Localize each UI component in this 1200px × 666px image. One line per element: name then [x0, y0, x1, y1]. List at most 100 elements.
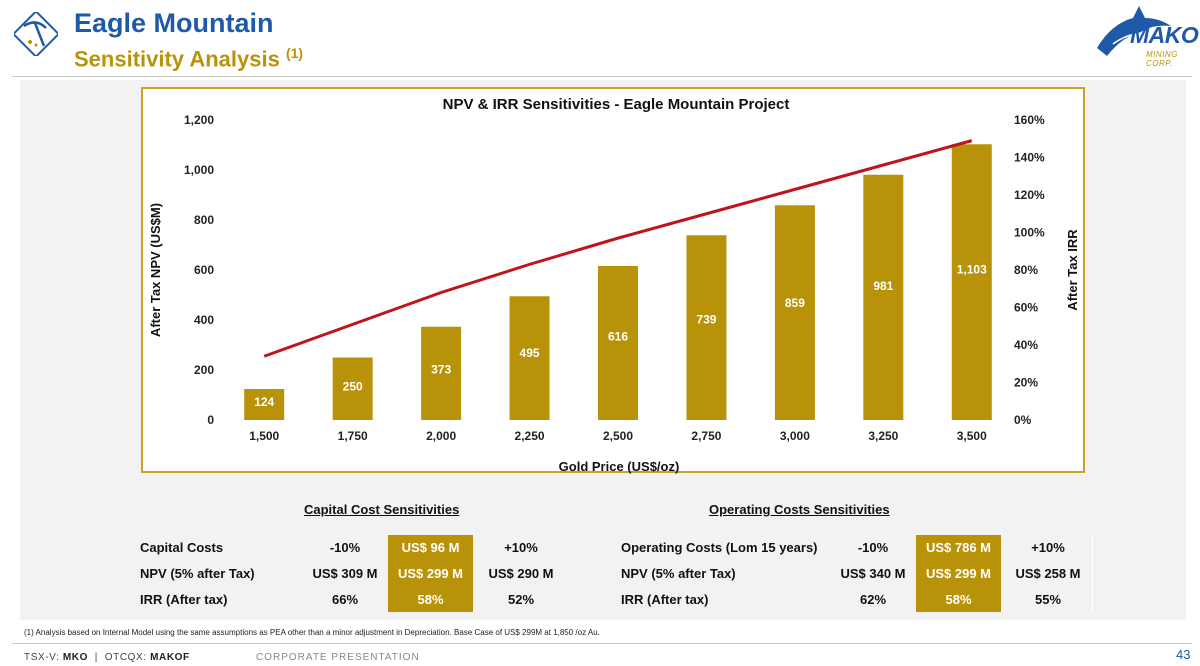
npv-bar: [774, 205, 815, 420]
npv-bar: [509, 296, 550, 420]
x-tick-label: 3,500: [957, 429, 987, 443]
npv-bar-label: 1,103: [957, 262, 987, 276]
y-axis-label: After Tax NPV (US$M): [148, 203, 163, 337]
subtitle-note: (1): [285, 45, 304, 61]
npv-bar: [244, 389, 285, 420]
capital-row-label: Capital Costs: [140, 540, 224, 555]
operating-table-title: Operating Costs Sensitivities: [709, 502, 890, 517]
operating-row-low: US$ 340 M: [840, 566, 906, 581]
y-tick-label: 200: [194, 363, 214, 377]
npv-bar-label: 981: [873, 279, 893, 293]
npv-irr-chart: NPV & IRR Sensitivities - Eagle Mountain…: [141, 87, 1085, 474]
npv-bar: [863, 174, 904, 420]
page-subtitle: Sensitivity Analysis (1): [74, 45, 303, 72]
y2-tick-label: 100%: [1014, 226, 1045, 240]
y2-tick-label: 140%: [1014, 151, 1045, 165]
ticker-separator: |: [94, 652, 98, 663]
npv-bar-label: 859: [785, 296, 805, 310]
capital-row-high: +10%: [504, 540, 538, 555]
y-tick-label: 1,200: [184, 113, 214, 127]
capital-row-low: US$ 309 M: [312, 566, 378, 581]
y-tick-label: 0: [207, 413, 214, 427]
operating-row-label: NPV (5% after Tax): [621, 566, 736, 581]
operating-table: Operating Costs (Lom 15 years) -10% US$ …: [20, 535, 1186, 612]
capital-base-column: [388, 535, 473, 612]
subtitle-text: Sensitivity Analysis: [74, 46, 280, 72]
x-tick-label: 1,750: [338, 429, 368, 443]
y2-tick-label: 0%: [1014, 413, 1032, 427]
y-tick-label: 600: [194, 263, 214, 277]
exchange1-label: TSX-V:: [24, 652, 60, 663]
content-panel: NPV & IRR Sensitivities - Eagle Mountain…: [20, 80, 1186, 620]
npv-bar-label: 495: [520, 346, 540, 360]
y2-tick-label: 40%: [1014, 338, 1038, 352]
operating-row-base: US$ 786 M: [925, 540, 992, 555]
x-axis-label: Gold Price (US$/oz): [559, 459, 680, 474]
footer-divider: [12, 643, 1192, 644]
y2-tick-label: 80%: [1014, 263, 1038, 277]
capital-table-title: Capital Cost Sensitivities: [304, 502, 460, 517]
header-divider: [12, 76, 1192, 77]
y-tick-label: 400: [194, 313, 214, 327]
operating-row-label: IRR (After tax): [621, 592, 709, 607]
operating-row-low: 62%: [859, 592, 887, 607]
operating-row-base: US$ 299 M: [925, 566, 992, 581]
npv-bar: [598, 266, 638, 420]
y2-axis-label: After Tax IRR: [1065, 229, 1080, 311]
operating-table-edge: [1092, 535, 1093, 612]
npv-bar: [332, 357, 373, 420]
npv-bar-label: 250: [343, 380, 363, 394]
operating-row-label: Operating Costs (Lom 15 years): [621, 540, 818, 555]
operating-row-base: 58%: [945, 592, 972, 607]
capital-row-high: US$ 290 M: [488, 566, 554, 581]
operating-row-low: -10%: [857, 540, 889, 555]
npv-bar-label: 739: [696, 312, 716, 326]
x-tick-label: 1,500: [249, 429, 279, 443]
capital-row-base: US$ 96 M: [401, 540, 460, 555]
y2-tick-label: 120%: [1014, 188, 1045, 202]
capital-row-low: -10%: [329, 540, 361, 555]
x-tick-label: 3,000: [780, 429, 810, 443]
page-number: 43: [1176, 647, 1191, 662]
y2-tick-label: 160%: [1014, 113, 1045, 127]
logo-wordmark: MAKO: [1130, 22, 1199, 48]
npv-bar: [421, 326, 462, 420]
npv-bar-label: 373: [431, 363, 451, 377]
x-tick-label: 2,000: [426, 429, 456, 443]
shark-icon: [1097, 6, 1171, 56]
y2-tick-label: 20%: [1014, 376, 1038, 390]
npv-bar: [951, 144, 992, 420]
y2-tick-label: 60%: [1014, 301, 1038, 315]
presentation-label: CORPORATE PRESENTATION: [256, 652, 420, 663]
logo-tagline: MINING CORP.: [1146, 50, 1178, 68]
npv-bar: [686, 235, 727, 420]
exchange1-ticker: MKO: [62, 652, 88, 663]
operating-row-high: 55%: [1034, 592, 1062, 607]
capital-row-base: US$ 299 M: [397, 566, 464, 581]
capital-row-label: IRR (After tax): [140, 592, 228, 607]
y-tick-label: 1,000: [184, 163, 214, 177]
mining-pick-icon: [14, 12, 58, 56]
npv-bar-label: 124: [254, 395, 274, 409]
page-title: Eagle Mountain: [74, 8, 274, 38]
exchange2-label: OTCQX:: [104, 652, 147, 663]
chart-title: NPV & IRR Sensitivities - Eagle Mountain…: [443, 96, 790, 113]
y-tick-label: 800: [194, 213, 214, 227]
capital-row-label: NPV (5% after Tax): [140, 566, 255, 581]
operating-base-column: [916, 535, 1001, 612]
x-tick-label: 3,250: [868, 429, 898, 443]
exchange2-ticker: MAKOF: [150, 652, 190, 663]
x-tick-label: 2,500: [603, 429, 633, 443]
footnote: (1) Analysis based on Internal Model usi…: [24, 628, 600, 637]
x-tick-label: 2,250: [515, 429, 545, 443]
capital-row-low: 66%: [331, 592, 359, 607]
capital-table: Capital Costs -10% US$ 96 M +10% NPV (5%…: [20, 535, 600, 612]
capital-row-high: 52%: [507, 592, 535, 607]
npv-bar-label: 616: [608, 329, 628, 343]
irr-series-line: [263, 139, 973, 358]
capital-row-base: 58%: [417, 592, 444, 607]
operating-row-high: +10%: [1031, 540, 1065, 555]
x-tick-label: 2,750: [691, 429, 721, 443]
ticker-info: TSX-V: MKO | OTCQX: MAKOF: [24, 652, 190, 663]
operating-row-high: US$ 258 M: [1015, 566, 1081, 581]
